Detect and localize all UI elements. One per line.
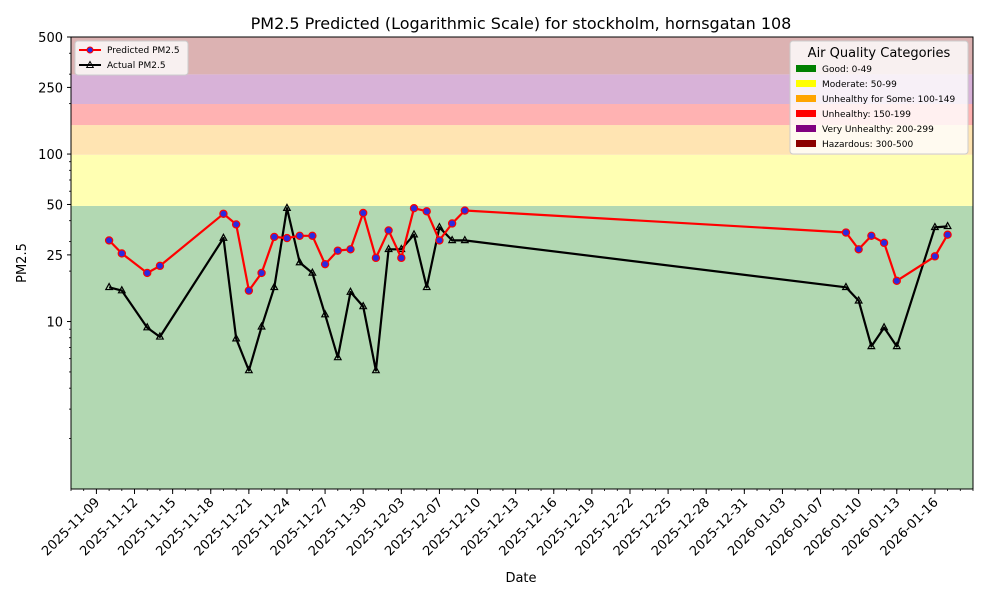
predicted-point xyxy=(879,238,889,248)
actual-point xyxy=(231,333,241,342)
chart-title: PM2.5 Predicted (Logarithmic Scale) for … xyxy=(251,14,792,33)
category-legend: Air Quality Categories Good: 0-49 Moderat… xyxy=(789,40,969,155)
category-swatch xyxy=(796,80,816,87)
predicted-point xyxy=(282,233,292,243)
category-label: Very Unhealthy: 200-299 xyxy=(822,125,934,135)
plot-frame xyxy=(70,36,974,490)
predicted-point xyxy=(435,236,444,245)
actual-point xyxy=(104,282,114,291)
predicted-point xyxy=(930,252,940,261)
category-swatch xyxy=(796,125,816,132)
predicted-point xyxy=(320,259,330,269)
legend-label-actual: Actual PM2.5 xyxy=(107,61,166,71)
actual-point xyxy=(422,282,432,291)
actual-point xyxy=(269,282,279,291)
category-legend-title: Air Quality Categories xyxy=(808,46,951,61)
actual-point xyxy=(447,235,457,244)
actual-point xyxy=(930,222,940,231)
actual-point xyxy=(295,257,304,266)
category-label: Hazardous: 300-500 xyxy=(822,140,913,150)
band-1 xyxy=(71,154,973,206)
actual-point xyxy=(879,322,889,331)
predicted-point xyxy=(143,268,152,278)
predicted-point xyxy=(244,286,254,295)
actual-point xyxy=(244,365,254,374)
actual-point xyxy=(308,267,317,276)
actual-point xyxy=(371,365,381,374)
actual-point xyxy=(155,331,165,340)
actual-point xyxy=(282,203,292,212)
legend-marker-actual xyxy=(85,60,95,68)
category-swatch xyxy=(796,65,816,72)
y-tick-label: 500 xyxy=(38,31,63,46)
category-swatch xyxy=(796,140,816,147)
y-tick-label: 100 xyxy=(38,148,63,163)
actual-point xyxy=(435,222,444,231)
actual-point xyxy=(384,244,393,253)
predicted-point xyxy=(422,207,431,216)
predicted-point xyxy=(308,231,317,241)
predicted-point xyxy=(231,220,241,229)
series-layer xyxy=(104,203,952,374)
predicted-point xyxy=(854,245,863,254)
legend-marker-predicted xyxy=(86,46,94,54)
series-legend-box xyxy=(74,40,189,76)
actual-point xyxy=(142,322,152,331)
actual-line xyxy=(108,207,948,372)
actual-point xyxy=(460,235,470,244)
predicted-point xyxy=(358,208,368,218)
x-axis-label: Date xyxy=(505,571,536,586)
predicted-point xyxy=(397,253,406,263)
predicted-point xyxy=(295,231,304,241)
actual-point xyxy=(219,233,228,241)
predicted-point xyxy=(104,236,114,245)
band-0 xyxy=(71,205,973,489)
actual-point xyxy=(117,285,127,294)
predicted-point xyxy=(257,268,266,278)
predicted-point xyxy=(460,206,470,215)
category-label: Unhealthy for Some: 100-149 xyxy=(822,95,955,105)
category-label: Moderate: 50-99 xyxy=(822,80,897,90)
y-tick-label: 25 xyxy=(46,249,63,264)
y-tick-label: 50 xyxy=(46,198,63,213)
category-label: Unhealthy: 150-199 xyxy=(822,110,911,120)
actual-point xyxy=(409,229,419,238)
predicted-point xyxy=(117,249,127,258)
actual-point xyxy=(333,352,343,361)
predicted-point xyxy=(841,228,851,237)
predicted-point xyxy=(384,226,393,235)
predicted-point xyxy=(447,219,457,228)
actual-point xyxy=(943,221,952,230)
predicted-point xyxy=(219,209,228,218)
predicted-point xyxy=(371,253,381,263)
y-tick-label: 250 xyxy=(38,81,63,96)
actual-point xyxy=(841,282,851,291)
actual-point xyxy=(892,341,902,350)
band-3 xyxy=(71,104,973,126)
predicted-point xyxy=(943,230,952,239)
series-legend: Predicted PM2.5 Actual PM2.5 xyxy=(74,40,189,76)
y-tick-label: 10 xyxy=(46,316,63,331)
actual-point xyxy=(346,286,355,295)
predicted-point xyxy=(270,232,279,242)
predicted-point xyxy=(892,276,901,286)
predicted-point xyxy=(409,204,419,213)
predicted-point xyxy=(867,231,876,241)
category-legend-box xyxy=(789,40,969,155)
actual-point xyxy=(854,295,863,304)
predicted-point xyxy=(155,261,165,271)
category-swatch xyxy=(796,95,816,102)
category-swatch xyxy=(796,110,816,117)
predicted-point xyxy=(346,245,355,254)
actual-point xyxy=(257,321,266,330)
category-label: Good: 0-49 xyxy=(822,65,872,75)
legend-label-predicted: Predicted PM2.5 xyxy=(107,46,180,56)
actual-point xyxy=(358,301,368,310)
y-axis-label: PM2.5 xyxy=(15,243,30,283)
actual-point xyxy=(867,341,876,350)
predicted-point xyxy=(333,246,342,255)
actual-point xyxy=(320,309,330,318)
